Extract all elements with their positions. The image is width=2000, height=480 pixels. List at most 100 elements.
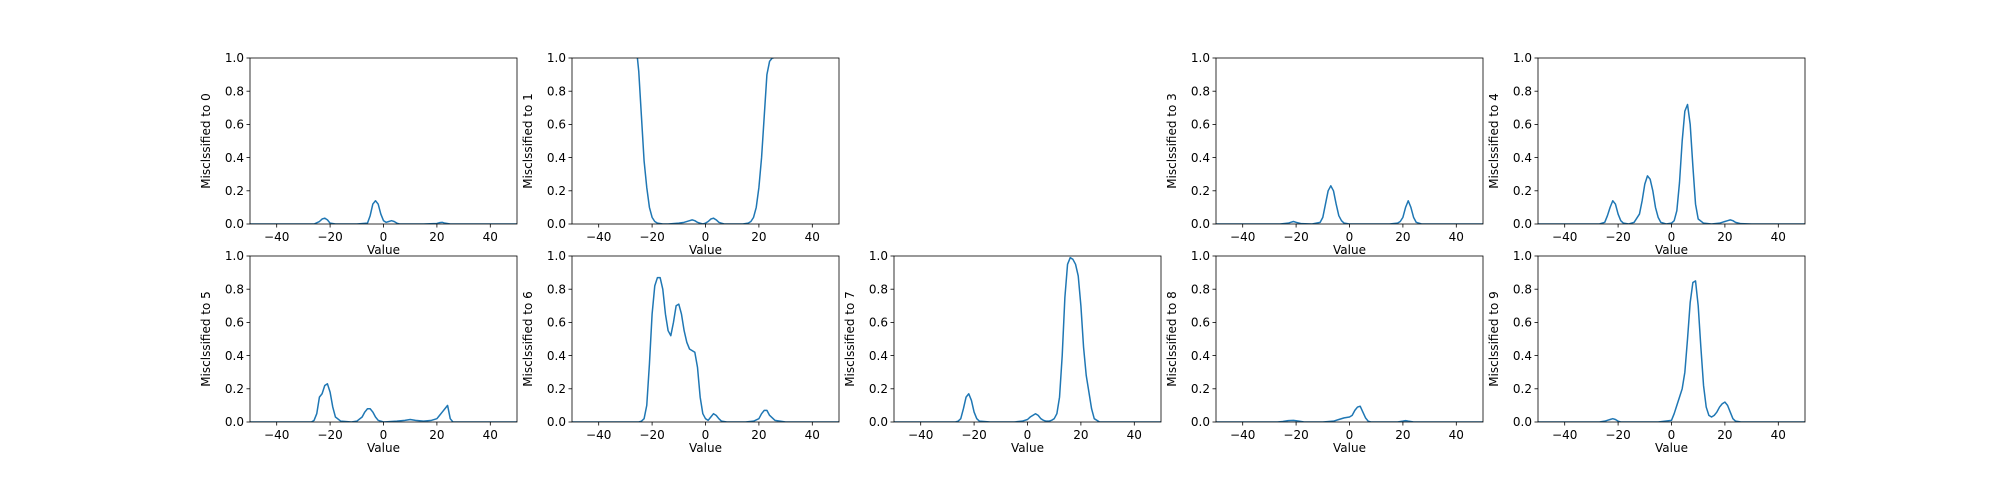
x-tick-label: 40 bbox=[805, 428, 820, 442]
y-tick-label: 0.2 bbox=[869, 382, 888, 396]
y-tick-label: 0.2 bbox=[1513, 184, 1532, 198]
subplot: −40 −20 0 20 40 0.0 0.2 0.4 0.6 0.8 1.0 Value Miscls… bbox=[199, 249, 518, 455]
x-tick-label: −20 bbox=[639, 428, 664, 442]
y-tick-label: 0.4 bbox=[225, 349, 244, 363]
x-tick-label: −20 bbox=[639, 230, 664, 244]
y-tick-label: 0.0 bbox=[869, 415, 888, 429]
series-line bbox=[572, 276, 839, 422]
y-tick-label: 1.0 bbox=[547, 249, 566, 263]
x-tick-label: −40 bbox=[264, 428, 289, 442]
x-tick-label: 40 bbox=[805, 230, 820, 244]
y-tick-label: 0.0 bbox=[1191, 217, 1210, 231]
x-tick-label: −20 bbox=[1605, 428, 1630, 442]
y-tick-label: 0.6 bbox=[869, 316, 888, 330]
y-tick-label: 0.4 bbox=[1191, 349, 1210, 363]
x-tick-label: 40 bbox=[1449, 428, 1464, 442]
y-tick-label: 0.6 bbox=[1513, 118, 1532, 132]
x-tick-label: −20 bbox=[317, 428, 342, 442]
series-line bbox=[636, 58, 774, 224]
y-tick-label: 0.8 bbox=[1513, 282, 1532, 296]
y-tick-label: 0.4 bbox=[869, 349, 888, 363]
y-axis-label: Misclssified to 5 bbox=[199, 291, 213, 387]
y-tick-label: 0.6 bbox=[225, 118, 244, 132]
x-tick-label: 20 bbox=[1395, 230, 1410, 244]
y-tick-label: 0.8 bbox=[1191, 84, 1210, 98]
y-tick-label: 0.2 bbox=[1191, 382, 1210, 396]
y-axis-label: Misclssified to 1 bbox=[521, 93, 535, 189]
x-tick-label: 20 bbox=[1395, 428, 1410, 442]
x-tick-label: 0 bbox=[702, 230, 710, 244]
x-axis-label: Value bbox=[1333, 441, 1366, 455]
x-tick-label: −40 bbox=[586, 230, 611, 244]
y-tick-label: 0.2 bbox=[225, 382, 244, 396]
subplot: −40 −20 0 20 40 0.0 0.2 0.4 0.6 0.8 1.0 Value Miscls… bbox=[521, 249, 840, 455]
y-tick-label: 0.0 bbox=[1513, 217, 1532, 231]
y-tick-label: 1.0 bbox=[1191, 51, 1210, 65]
subplot: −40 −20 0 20 40 0.0 0.2 0.4 0.6 0.8 1.0 Value Miscls… bbox=[199, 51, 518, 257]
y-tick-label: 0.0 bbox=[1513, 415, 1532, 429]
x-tick-label: 0 bbox=[1668, 428, 1676, 442]
y-tick-label: 0.8 bbox=[1191, 282, 1210, 296]
y-tick-label: 0.0 bbox=[225, 415, 244, 429]
x-tick-label: 40 bbox=[1127, 428, 1142, 442]
y-tick-label: 1.0 bbox=[1191, 249, 1210, 263]
series-line bbox=[1538, 280, 1805, 422]
y-tick-label: 0.4 bbox=[547, 349, 566, 363]
series-line bbox=[1538, 103, 1805, 224]
x-axis-label: Value bbox=[1011, 441, 1044, 455]
series-line bbox=[250, 383, 517, 422]
x-tick-label: 40 bbox=[1771, 428, 1786, 442]
y-tick-label: 0.0 bbox=[547, 415, 566, 429]
x-tick-label: 20 bbox=[751, 428, 766, 442]
x-tick-label: −20 bbox=[1283, 428, 1308, 442]
y-tick-label: 0.2 bbox=[1513, 382, 1532, 396]
x-tick-label: −40 bbox=[264, 230, 289, 244]
y-axis-label: Misclssified to 4 bbox=[1487, 93, 1501, 189]
x-axis-label: Value bbox=[367, 441, 400, 455]
y-tick-label: 0.8 bbox=[869, 282, 888, 296]
y-tick-label: 0.2 bbox=[1191, 184, 1210, 198]
series-line bbox=[1216, 405, 1483, 422]
x-tick-label: −20 bbox=[317, 230, 342, 244]
y-axis-label: Misclssified to 6 bbox=[521, 291, 535, 387]
y-tick-label: 1.0 bbox=[225, 51, 244, 65]
x-axis-label: Value bbox=[689, 441, 722, 455]
x-axis-label: Value bbox=[1333, 243, 1366, 257]
x-tick-label: −40 bbox=[586, 428, 611, 442]
x-tick-label: 40 bbox=[483, 428, 498, 442]
y-tick-label: 0.0 bbox=[1191, 415, 1210, 429]
y-tick-label: 0.0 bbox=[547, 217, 566, 231]
x-tick-label: −20 bbox=[1605, 230, 1630, 244]
y-tick-label: 1.0 bbox=[547, 51, 566, 65]
y-tick-label: 0.2 bbox=[547, 184, 566, 198]
y-tick-label: 0.4 bbox=[1191, 151, 1210, 165]
y-tick-label: 0.6 bbox=[547, 316, 566, 330]
y-tick-label: 0.8 bbox=[547, 282, 566, 296]
x-axis-label: Value bbox=[689, 243, 722, 257]
y-tick-label: 1.0 bbox=[225, 249, 244, 263]
y-tick-label: 0.8 bbox=[225, 84, 244, 98]
x-axis-label: Value bbox=[1655, 243, 1688, 257]
y-tick-label: 0.2 bbox=[547, 382, 566, 396]
x-tick-label: −20 bbox=[961, 428, 986, 442]
series-line bbox=[1216, 185, 1483, 224]
y-tick-label: 0.8 bbox=[225, 282, 244, 296]
y-tick-label: 0.4 bbox=[1513, 151, 1532, 165]
y-tick-label: 0.2 bbox=[225, 184, 244, 198]
x-axis-label: Value bbox=[367, 243, 400, 257]
y-axis-label: Misclssified to 9 bbox=[1487, 291, 1501, 387]
x-axis-label: Value bbox=[1655, 441, 1688, 455]
y-tick-label: 0.6 bbox=[1513, 316, 1532, 330]
y-tick-label: 0.8 bbox=[547, 84, 566, 98]
series-line bbox=[894, 256, 1161, 422]
x-tick-label: 20 bbox=[429, 230, 444, 244]
subplot: −40 −20 0 20 40 0.0 0.2 0.4 0.6 0.8 1.0 Value Miscls… bbox=[1165, 51, 1484, 257]
y-tick-label: 0.6 bbox=[1191, 316, 1210, 330]
x-tick-label: 40 bbox=[483, 230, 498, 244]
y-tick-label: 1.0 bbox=[1513, 51, 1532, 65]
x-tick-label: 0 bbox=[1346, 428, 1354, 442]
y-tick-label: 0.6 bbox=[547, 118, 566, 132]
y-tick-label: 0.8 bbox=[1513, 84, 1532, 98]
